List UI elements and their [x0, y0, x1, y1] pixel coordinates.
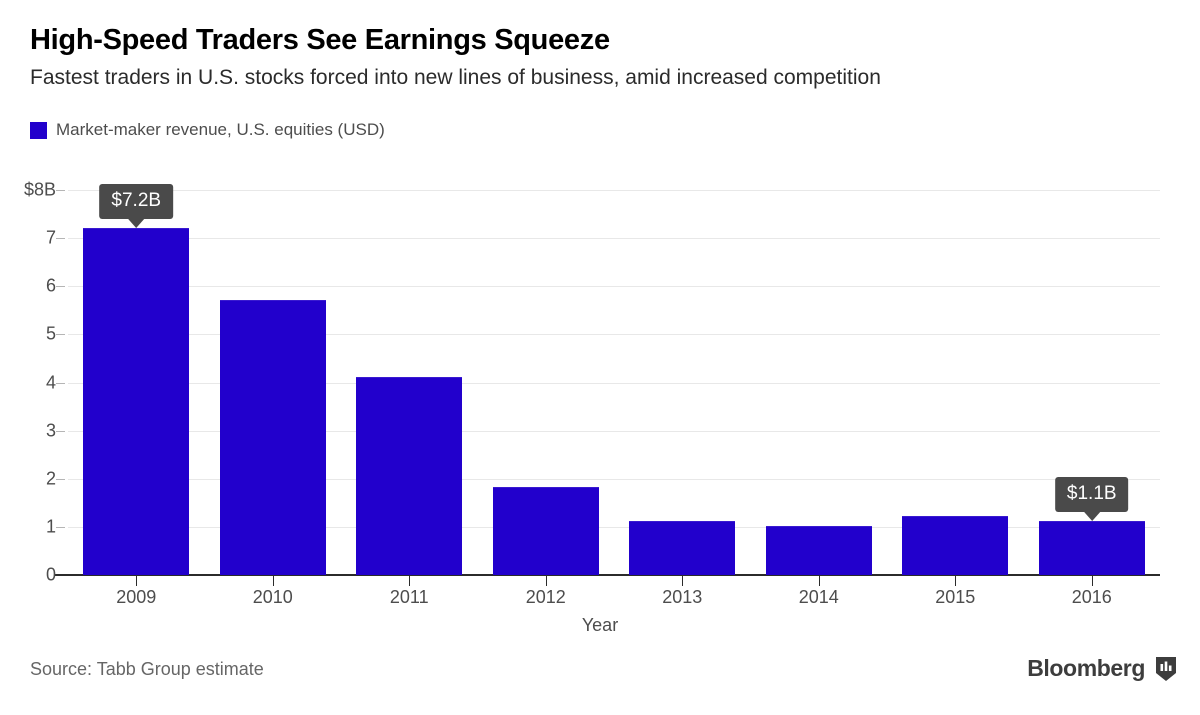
y-axis-tick-label: 1	[45, 516, 56, 537]
footer-divider	[0, 641, 1200, 642]
y-axis-tick-mark	[56, 526, 65, 528]
gridline	[68, 478, 1160, 480]
gridline	[68, 334, 1160, 336]
chart-legend: Market-maker revenue, U.S. equities (USD…	[30, 120, 385, 140]
y-axis-tick-label: 6	[45, 275, 56, 296]
y-axis-tick-label: 0	[45, 564, 56, 585]
data-callout-2009: $7.2B	[99, 183, 174, 228]
brand-wordmark: Bloomberg	[1027, 655, 1145, 681]
x-axis-line	[54, 574, 1160, 576]
y-axis-tick-label: 5	[45, 323, 56, 344]
y-axis-tick-mark	[56, 238, 65, 240]
x-axis-title: Year	[581, 615, 619, 635]
gridline	[68, 286, 1160, 288]
bar-2010[interactable]	[219, 299, 326, 575]
x-axis-tick-mark	[955, 576, 957, 586]
bar-2015[interactable]	[902, 516, 1009, 575]
x-axis-tick-label-2010: 2010	[252, 587, 293, 607]
bar-2016[interactable]	[1038, 521, 1145, 575]
data-callout-2016: $1.1B	[1054, 477, 1129, 522]
bar-2012[interactable]	[492, 487, 599, 575]
gridline	[68, 190, 1160, 191]
gridline	[68, 430, 1160, 432]
y-axis-tick-label: 3	[45, 420, 56, 441]
x-axis-tick-mark	[545, 576, 547, 586]
y-axis-tick-label: 2	[45, 468, 56, 489]
gridline	[68, 526, 1160, 528]
y-axis-tick-mark	[56, 190, 65, 191]
legend-item-label: Market-maker revenue, U.S. equities (USD…	[56, 120, 385, 139]
gridline	[68, 382, 1160, 384]
x-axis-tick-label-2015: 2015	[935, 587, 976, 607]
x-axis-tick-mark	[818, 576, 820, 586]
legend-swatch-icon	[30, 121, 47, 139]
y-axis-tick-mark	[56, 430, 65, 432]
bar-2009[interactable]	[83, 227, 190, 575]
x-axis-tick-label-2013: 2013	[662, 587, 703, 607]
gridline	[68, 238, 1160, 240]
x-axis-tick-label-2009: 2009	[116, 587, 157, 607]
y-axis-tick-label: 7	[45, 227, 56, 248]
page-title: High-Speed Traders See Earnings Squeeze	[30, 24, 610, 56]
y-axis-tick-mark	[56, 382, 65, 384]
plot-area	[54, 190, 1160, 576]
y-axis-tick-mark	[56, 478, 65, 480]
bloomberg-shield-icon	[1156, 656, 1176, 681]
x-axis-tick-label-2014: 2014	[798, 587, 839, 607]
y-axis-tick-mark	[56, 334, 65, 336]
bar-2014[interactable]	[765, 525, 872, 575]
x-axis-tick-mark	[409, 576, 411, 586]
y-axis-tick-label: $8B	[23, 179, 56, 200]
chart-subtitle: Fastest traders in U.S. stocks forced in…	[30, 66, 881, 89]
chart-header: High-Speed Traders See Earnings Squeeze …	[30, 22, 1176, 92]
y-axis-tick-mark	[56, 286, 65, 288]
bar-2011[interactable]	[356, 376, 463, 575]
x-axis-tick-label-2016: 2016	[1071, 587, 1112, 607]
bloomberg-brand: Bloomberg	[1027, 655, 1178, 682]
bar-2013[interactable]	[629, 521, 736, 575]
x-axis-tick-label-2011: 2011	[389, 587, 429, 607]
x-axis-tick-mark	[272, 576, 274, 586]
x-axis-tick-mark	[1091, 576, 1093, 586]
x-axis-tick-label-2012: 2012	[525, 587, 566, 607]
x-axis-tick-mark	[136, 576, 138, 586]
x-axis-tick-mark	[682, 576, 684, 586]
source-note: Source: Tabb Group estimate	[30, 659, 264, 679]
y-axis-tick-label: 4	[45, 372, 56, 392]
